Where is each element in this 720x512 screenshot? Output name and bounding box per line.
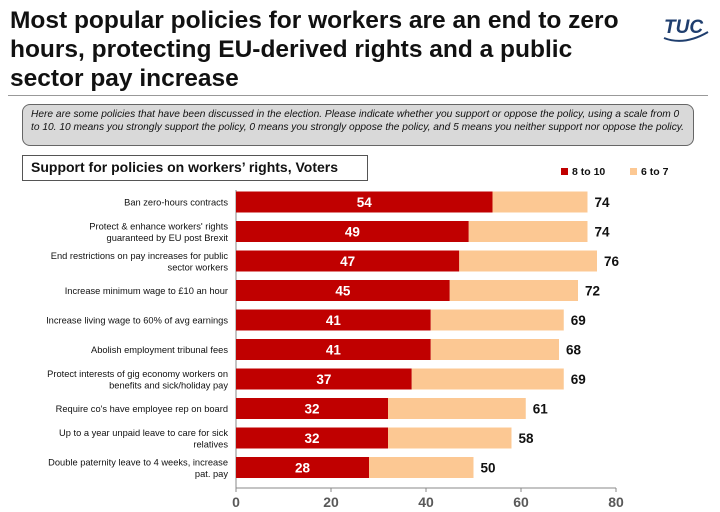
data-label-total: 69 xyxy=(571,372,586,387)
bar-segment-6-to-7 xyxy=(411,368,564,390)
category-label: Increase living wage to 60% of avg earni… xyxy=(46,316,228,326)
data-label-8-to-10: 45 xyxy=(335,284,351,299)
data-label-8-to-10: 49 xyxy=(345,225,360,240)
legend-swatch-dark xyxy=(561,168,568,175)
bar-segment-8-to-10 xyxy=(236,309,431,331)
data-label-8-to-10: 41 xyxy=(326,343,342,358)
x-tick-label: 80 xyxy=(608,494,624,510)
data-label-total: 50 xyxy=(481,461,496,476)
data-label-8-to-10: 37 xyxy=(316,372,331,387)
legend-item-8-to-10: 8 to 10 xyxy=(561,166,605,178)
page-title: Most popular policies for workers are an… xyxy=(10,7,619,92)
category-label: Protect & enhance workers' rights xyxy=(89,221,228,231)
category-label: Abolish employment tribunal fees xyxy=(91,345,228,355)
category-label: Protect interests of gig economy workers… xyxy=(47,369,228,379)
category-label: sector workers xyxy=(168,262,229,272)
category-label: Ban zero-hours contracts xyxy=(124,198,228,208)
bar-segment-6-to-7 xyxy=(459,250,597,272)
bar-segment-6-to-7 xyxy=(388,427,512,449)
data-label-total: 68 xyxy=(566,343,582,358)
tuc-logo: TUC xyxy=(663,17,709,42)
data-label-total: 76 xyxy=(604,254,620,269)
data-label-8-to-10: 47 xyxy=(340,254,355,269)
title-divider xyxy=(8,95,708,96)
category-label: relatives xyxy=(193,439,228,449)
category-label: Up to a year unpaid leave to care for si… xyxy=(59,428,228,438)
data-label-8-to-10: 41 xyxy=(326,313,342,328)
category-label: Require co's have employee rep on board xyxy=(56,404,228,414)
bar-segment-8-to-10 xyxy=(236,457,369,478)
data-label-total: 58 xyxy=(519,431,535,446)
logo-text: TUC xyxy=(664,17,703,38)
bar-segment-6-to-7 xyxy=(388,398,526,419)
category-label: End restrictions on pay increases for pu… xyxy=(51,251,229,261)
bar-segment-8-to-10 xyxy=(236,427,388,449)
bar-segment-8-to-10 xyxy=(236,221,469,242)
data-label-8-to-10: 32 xyxy=(304,431,319,446)
category-label: pat. pay xyxy=(195,469,228,479)
bar-segment-6-to-7 xyxy=(468,221,588,242)
category-label: Double paternity leave to 4 weeks, incre… xyxy=(48,457,228,467)
data-label-total: 74 xyxy=(595,195,611,210)
x-tick-label: 60 xyxy=(513,494,529,510)
bar-segment-6-to-7 xyxy=(369,457,474,478)
bar-segment-6-to-7 xyxy=(492,191,588,213)
data-label-total: 61 xyxy=(533,402,549,417)
bar-segment-8-to-10 xyxy=(236,250,460,272)
legend-swatch-light xyxy=(630,168,637,175)
bar-segment-6-to-7 xyxy=(430,339,559,360)
bar-segment-8-to-10 xyxy=(236,368,412,390)
legend-label: 6 to 7 xyxy=(641,166,669,178)
x-tick-label: 0 xyxy=(232,494,240,510)
chart-title: Support for policies on workers’ rights,… xyxy=(22,155,368,181)
bar-segment-8-to-10 xyxy=(236,398,388,419)
data-label-8-to-10: 28 xyxy=(295,461,311,476)
legend-item-6-to-7: 6 to 7 xyxy=(630,166,668,178)
category-label: guaranteed by EU post Brexit xyxy=(107,233,229,243)
bar-segment-6-to-7 xyxy=(449,280,578,301)
bar-segment-8-to-10 xyxy=(236,280,450,301)
data-label-total: 74 xyxy=(595,225,611,240)
legend-label: 8 to 10 xyxy=(572,166,606,178)
bar-segment-8-to-10 xyxy=(236,339,431,360)
data-label-8-to-10: 32 xyxy=(304,402,319,417)
bar-segment-6-to-7 xyxy=(430,309,564,331)
category-label: benefits and sick/holiday pay xyxy=(109,380,228,390)
category-label: Increase minimum wage to £10 an hour xyxy=(65,286,228,296)
data-label-total: 69 xyxy=(571,313,586,328)
x-tick-label: 20 xyxy=(323,494,339,510)
x-tick-label: 40 xyxy=(418,494,434,510)
intro-text-box: Here are some policies that have been di… xyxy=(22,104,694,146)
data-label-total: 72 xyxy=(585,284,600,299)
data-label-8-to-10: 54 xyxy=(357,195,373,210)
bar-segment-8-to-10 xyxy=(236,191,493,213)
